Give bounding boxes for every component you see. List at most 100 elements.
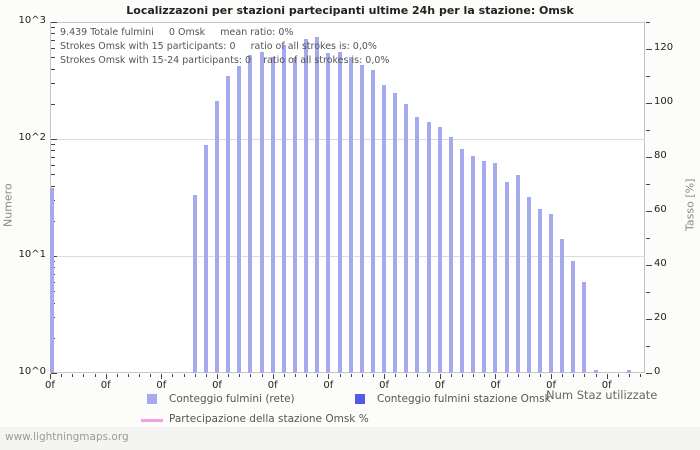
x-tick xyxy=(395,374,397,377)
y-axis-tick-label-right: 60 xyxy=(654,204,667,215)
bar xyxy=(437,127,442,373)
x-tick xyxy=(283,374,285,377)
y-minor-tick-left xyxy=(51,33,55,35)
y-tick-right xyxy=(646,238,650,239)
y-minor-tick-left xyxy=(51,150,55,152)
watermark: www.lightningmaps.org xyxy=(5,431,129,443)
x-tick xyxy=(617,374,619,377)
x-tick xyxy=(539,374,541,377)
y-tick-right xyxy=(646,103,652,104)
x-axis-tick-label: 0f xyxy=(379,380,389,391)
bar xyxy=(237,66,242,373)
x-tick xyxy=(461,374,463,377)
y-tick-right xyxy=(646,211,652,212)
x-axis-tick-label: 0f xyxy=(601,380,612,391)
x-tick xyxy=(640,374,642,377)
x-tick xyxy=(50,374,51,379)
annotation-line-1: 9.439 Totale fulmini 0 Omsk mean ratio: … xyxy=(60,27,294,38)
y-minor-tick-left xyxy=(51,47,55,49)
y-tick-right xyxy=(646,265,652,266)
bar xyxy=(459,149,464,373)
y-axis-tick-label-right: 0 xyxy=(654,366,661,377)
y-major-tick-left xyxy=(51,256,57,257)
x-tick xyxy=(127,374,129,377)
x-tick xyxy=(261,374,263,377)
y-axis-tick-label-left: 10^2 xyxy=(18,132,46,143)
x-tick xyxy=(361,374,363,377)
plot-area xyxy=(50,22,645,373)
bar xyxy=(248,55,253,373)
x-tick xyxy=(228,374,230,377)
x-axis-tick-label: 0f xyxy=(434,380,445,391)
y-tick-right xyxy=(646,130,650,131)
x-tick xyxy=(61,374,63,377)
x-tick xyxy=(450,374,452,377)
x-tick xyxy=(194,374,196,377)
bar xyxy=(482,160,487,373)
x-tick xyxy=(528,374,530,377)
gridline xyxy=(50,256,645,257)
x-tick xyxy=(473,374,475,377)
x-tick xyxy=(517,374,519,377)
x-axis-tick-label: 0f xyxy=(323,380,334,391)
x-axis-tick-label: 0f xyxy=(546,380,556,391)
bar xyxy=(549,213,554,373)
bar xyxy=(627,370,632,373)
x-axis-tick-label: 0f xyxy=(45,380,55,391)
y-major-tick-left xyxy=(51,373,57,374)
x-axis-tick-label: 0f xyxy=(156,380,167,391)
y-tick-right xyxy=(646,346,650,347)
x-tick xyxy=(239,374,241,377)
x-tick xyxy=(83,374,85,377)
y-minor-tick-left xyxy=(51,185,55,187)
x-tick xyxy=(406,374,408,377)
x-tick xyxy=(72,374,74,377)
bar xyxy=(504,181,509,373)
x-tick xyxy=(350,374,352,377)
y-minor-tick-left xyxy=(51,174,55,176)
bar xyxy=(526,196,531,373)
bar xyxy=(292,58,297,373)
x-tick xyxy=(294,374,296,377)
y-axis-tick-label-right: 40 xyxy=(654,258,667,269)
x-tick xyxy=(439,374,441,379)
annotation-line-2: Strokes Omsk with 15 participants: 0 rat… xyxy=(60,41,377,52)
bar xyxy=(326,53,331,373)
x-tick xyxy=(328,374,330,379)
x-tick xyxy=(339,374,341,377)
x-tick xyxy=(372,374,374,377)
bar xyxy=(471,155,476,373)
x-tick xyxy=(250,374,252,377)
footer-band xyxy=(0,427,700,450)
y-major-tick-left xyxy=(51,139,57,140)
x-tick xyxy=(428,374,430,377)
bar xyxy=(537,209,542,373)
x-tick xyxy=(551,374,553,379)
y-axis-tick-label-right: 120 xyxy=(654,42,674,53)
bar xyxy=(270,56,275,373)
y-minor-tick-left xyxy=(51,157,55,159)
gridline xyxy=(50,139,645,140)
bar xyxy=(304,38,309,373)
bar xyxy=(359,65,364,373)
legend-label-station: Conteggio fulmini stazione Omsk xyxy=(377,393,551,405)
y-axis-tick-label-right: 80 xyxy=(654,150,667,161)
bar xyxy=(571,261,576,373)
bar xyxy=(50,188,54,373)
x-tick xyxy=(595,374,597,377)
x-tick xyxy=(317,374,319,377)
x-tick xyxy=(306,374,308,377)
x-tick xyxy=(606,374,608,379)
x-tick xyxy=(161,374,163,379)
bar xyxy=(382,84,387,373)
x-tick xyxy=(139,374,141,377)
y-tick-right xyxy=(646,22,650,23)
bar xyxy=(203,144,208,373)
x-axis-title: Num Staz utilizzate xyxy=(546,388,658,402)
x-tick xyxy=(573,374,575,377)
bar xyxy=(192,195,197,373)
x-tick xyxy=(116,374,118,377)
y-axis-tick-label-left: 10^1 xyxy=(18,249,46,260)
y-minor-tick-left xyxy=(51,68,55,70)
